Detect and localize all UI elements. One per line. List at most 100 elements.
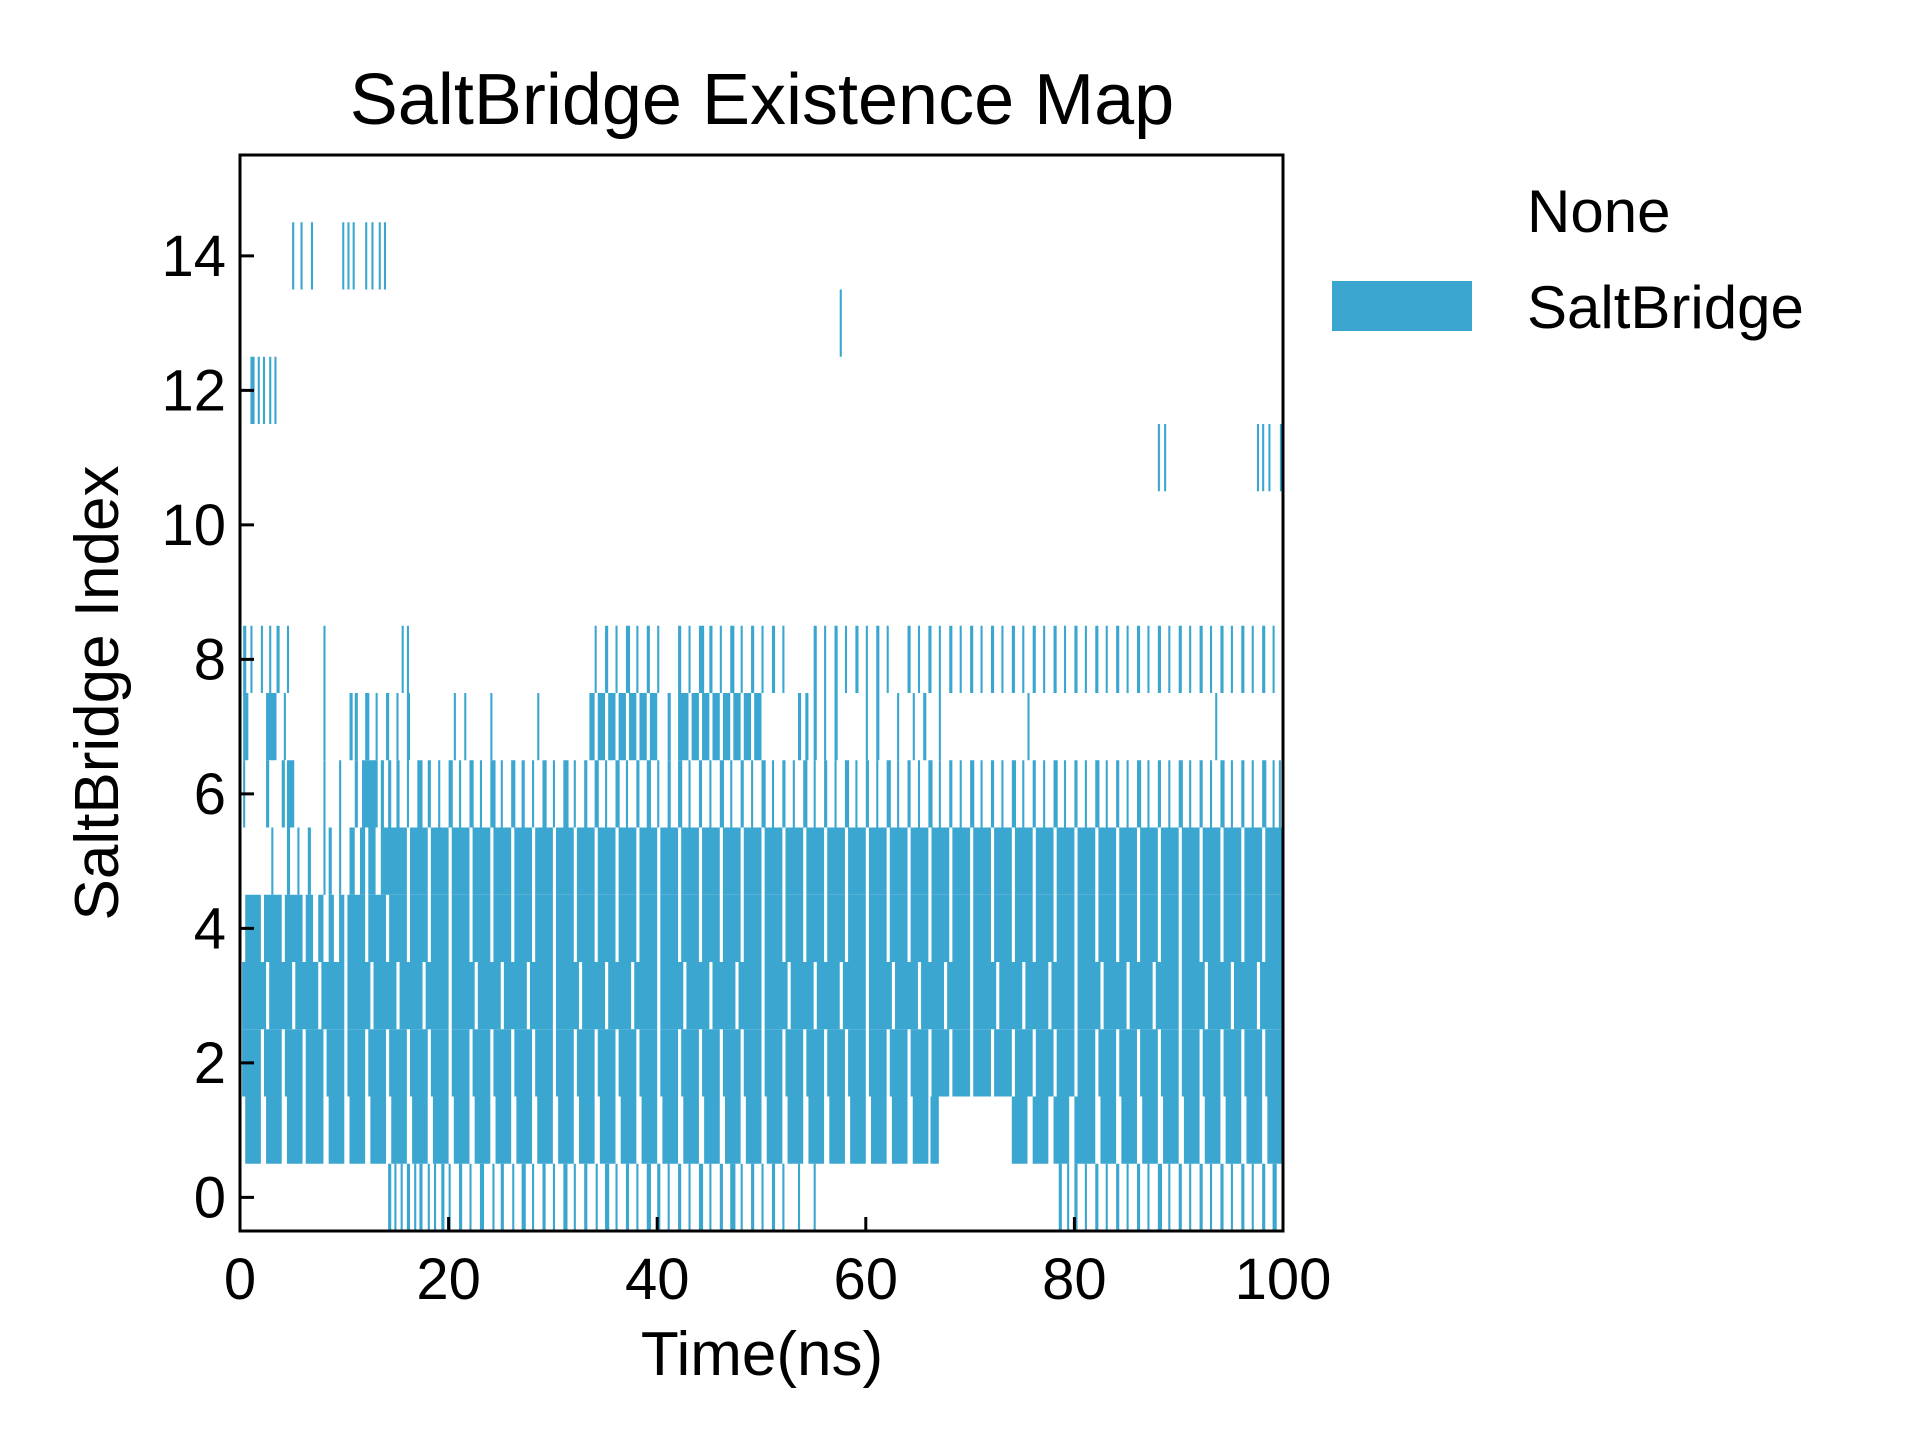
saltbridge-segment-row-2 (1265, 1029, 1283, 1097)
saltbridge-segment-row-8 (1022, 625, 1025, 693)
saltbridge-segment-row-7 (243, 693, 249, 761)
saltbridge-segment-row-14 (300, 222, 303, 290)
saltbridge-segment-row-1 (891, 1096, 908, 1164)
saltbridge-segment-row-3 (373, 962, 397, 1030)
saltbridge-segment-row-6 (1084, 760, 1087, 828)
saltbridge-segment-row-8 (1178, 625, 1182, 693)
saltbridge-segment-row-7 (1027, 693, 1030, 761)
saltbridge-segment-row-3 (947, 962, 971, 1030)
saltbridge-segment-row-8 (1157, 625, 1161, 693)
saltbridge-segment-row-5 (639, 827, 658, 895)
saltbridge-segment-row-6 (1220, 760, 1225, 828)
saltbridge-segment-row-8 (688, 625, 691, 693)
saltbridge-segment-row-6 (803, 760, 808, 828)
saltbridge-segment-row-0 (688, 1163, 691, 1231)
saltbridge-segment-row-6 (886, 760, 891, 828)
saltbridge-segment-row-4 (472, 894, 491, 962)
saltbridge-segment-row-14 (378, 222, 381, 290)
saltbridge-segment-row-3 (269, 962, 293, 1030)
saltbridge-segment-row-5 (1035, 827, 1054, 895)
saltbridge-segment-row-3 (660, 962, 684, 1030)
saltbridge-segment-row-5 (1119, 827, 1137, 895)
saltbridge-segment-row-0 (751, 1163, 755, 1231)
saltbridge-segment-row-2 (410, 1029, 428, 1097)
saltbridge-segment-row-0 (406, 1163, 411, 1231)
x-axis: 0 20 40 60 80 100 (224, 1217, 1331, 1312)
saltbridge-segment-row-1 (286, 1096, 303, 1164)
saltbridge-segment-row-5 (1098, 827, 1117, 895)
saltbridge-segment-row-5 (931, 827, 950, 895)
saltbridge-segment-row-8 (1168, 625, 1171, 693)
saltbridge-segment-row-3 (842, 962, 866, 1030)
saltbridge-segment-row-7 (712, 693, 720, 761)
saltbridge-segment-row-1 (641, 1096, 658, 1164)
saltbridge-segment-row-5 (514, 827, 533, 895)
saltbridge-segment-row-7 (667, 693, 671, 761)
saltbridge-segment-row-7 (349, 693, 353, 761)
saltbridge-segment-row-8 (959, 625, 962, 693)
saltbridge-segment-row-0 (1189, 1163, 1192, 1231)
saltbridge-segment-row-7 (923, 693, 927, 761)
saltbridge-segment-row-6 (959, 760, 962, 828)
saltbridge-segment-row-4 (347, 894, 366, 962)
saltbridge-segment-row-6 (990, 760, 995, 828)
saltbridge-segment-row-2 (263, 1029, 282, 1097)
saltbridge-segment-row-2 (994, 1029, 1012, 1097)
saltbridge-segment-row-2 (1119, 1029, 1137, 1097)
saltbridge-segment-row-6 (1095, 760, 1100, 828)
saltbridge-segment-row-1 (453, 1096, 470, 1164)
saltbridge-segment-row-5 (889, 827, 908, 895)
saltbridge-segment-row-6 (761, 760, 766, 828)
saltbridge-segment-row-0 (605, 1163, 610, 1231)
saltbridge-segment-row-0 (492, 1163, 495, 1231)
saltbridge-segment-row-11 (1268, 424, 1271, 492)
saltbridge-segment-row-1 (328, 1096, 345, 1164)
saltbridge-segment-row-6 (1147, 760, 1150, 828)
saltbridge-segment-row-3 (1155, 962, 1179, 1030)
y-tick-label: 8 (194, 627, 226, 692)
saltbridge-segment-row-7 (537, 693, 540, 761)
saltbridge-segment-row-8 (917, 625, 921, 693)
saltbridge-segment-row-1 (766, 1096, 783, 1164)
saltbridge-segment-row-0 (740, 1163, 743, 1231)
saltbridge-segment-row-2 (284, 1029, 303, 1097)
saltbridge-segment-row-1 (599, 1096, 616, 1164)
saltbridge-segment-row-6 (339, 760, 342, 828)
saltbridge-segment-row-11 (1164, 424, 1167, 492)
saltbridge-segment-row-6 (855, 760, 858, 828)
saltbridge-segment-row-0 (782, 1163, 785, 1231)
saltbridge-segment-row-6 (615, 760, 620, 828)
saltbridge-segment-row-8 (1230, 625, 1233, 693)
saltbridge-segment-row-5 (286, 827, 291, 895)
saltbridge-segment-row-8 (751, 625, 755, 693)
saltbridge-segment-row-0 (667, 1163, 670, 1231)
saltbridge-segment-row-8 (730, 625, 735, 693)
saltbridge-segment-row-0 (1241, 1163, 1245, 1231)
saltbridge-segment-row-8 (740, 625, 743, 693)
saltbridge-segment-row-7 (464, 693, 467, 761)
saltbridge-segment-row-0 (419, 1163, 423, 1231)
saltbridge-segment-row-5 (1181, 827, 1200, 895)
saltbridge-segment-row-6 (824, 760, 828, 828)
saltbridge-segment-row-8 (1189, 625, 1192, 693)
saltbridge-segment-row-0 (1262, 1163, 1266, 1231)
saltbridge-segment-row-6 (427, 760, 431, 828)
saltbridge-segment-row-1 (704, 1096, 720, 1164)
saltbridge-segment-row-0 (678, 1163, 682, 1231)
saltbridge-segment-row-8 (1105, 625, 1108, 693)
saltbridge-segment-row-6 (1053, 760, 1058, 828)
plot-frame (238, 153, 1285, 1233)
saltbridge-segment-row-6 (1011, 760, 1016, 828)
saltbridge-segment-row-5 (451, 827, 470, 895)
saltbridge-segment-row-5 (1244, 827, 1263, 895)
saltbridge-segment-row-6 (792, 760, 795, 828)
saltbridge-segment-row-11 (1256, 424, 1260, 492)
saltbridge-segment-row-5 (1077, 827, 1096, 895)
saltbridge-segment-row-5 (827, 827, 845, 895)
saltbridge-segment-row-8 (876, 625, 880, 693)
saltbridge-segment-row-1 (1246, 1096, 1263, 1164)
saltbridge-segment-row-5 (910, 827, 929, 895)
saltbridge-segment-row-2 (305, 1029, 324, 1097)
saltbridge-segment-row-4 (328, 894, 334, 962)
saltbridge-segment-row-4 (493, 894, 512, 962)
